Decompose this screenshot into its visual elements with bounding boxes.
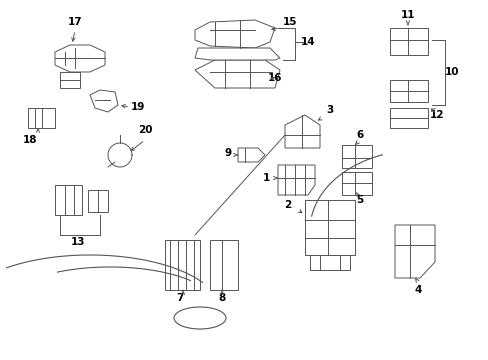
Text: 15: 15 (282, 17, 297, 27)
Polygon shape (164, 240, 200, 290)
Text: 4: 4 (413, 285, 421, 295)
Text: 5: 5 (356, 195, 363, 205)
Polygon shape (238, 148, 264, 162)
Text: 19: 19 (131, 102, 145, 112)
Text: 6: 6 (356, 130, 363, 140)
Text: 17: 17 (67, 17, 82, 27)
Text: 1: 1 (262, 173, 269, 183)
Text: 3: 3 (325, 105, 333, 115)
Text: 13: 13 (71, 237, 85, 247)
Polygon shape (88, 190, 108, 212)
Polygon shape (278, 165, 314, 195)
Text: 20: 20 (138, 125, 152, 135)
Text: 14: 14 (300, 37, 315, 47)
Polygon shape (195, 48, 280, 60)
Polygon shape (209, 240, 238, 290)
Ellipse shape (174, 307, 225, 329)
Text: 10: 10 (444, 67, 458, 77)
Polygon shape (55, 45, 105, 72)
Polygon shape (305, 200, 354, 255)
Polygon shape (28, 108, 55, 128)
Text: 11: 11 (400, 10, 414, 20)
Polygon shape (394, 225, 434, 278)
Polygon shape (341, 172, 371, 195)
Polygon shape (195, 20, 274, 48)
Polygon shape (309, 255, 349, 270)
Text: 8: 8 (218, 293, 225, 303)
Polygon shape (389, 108, 427, 128)
Text: 7: 7 (176, 293, 183, 303)
Polygon shape (195, 60, 280, 88)
Polygon shape (389, 28, 427, 55)
Text: 18: 18 (23, 135, 37, 145)
Text: 12: 12 (429, 110, 443, 120)
Polygon shape (285, 115, 319, 148)
Polygon shape (60, 72, 80, 88)
Text: 2: 2 (284, 200, 291, 210)
Polygon shape (389, 80, 427, 102)
Polygon shape (55, 185, 82, 215)
Polygon shape (90, 90, 118, 112)
Text: 9: 9 (224, 148, 231, 158)
Text: 16: 16 (267, 73, 282, 83)
Polygon shape (341, 145, 371, 168)
